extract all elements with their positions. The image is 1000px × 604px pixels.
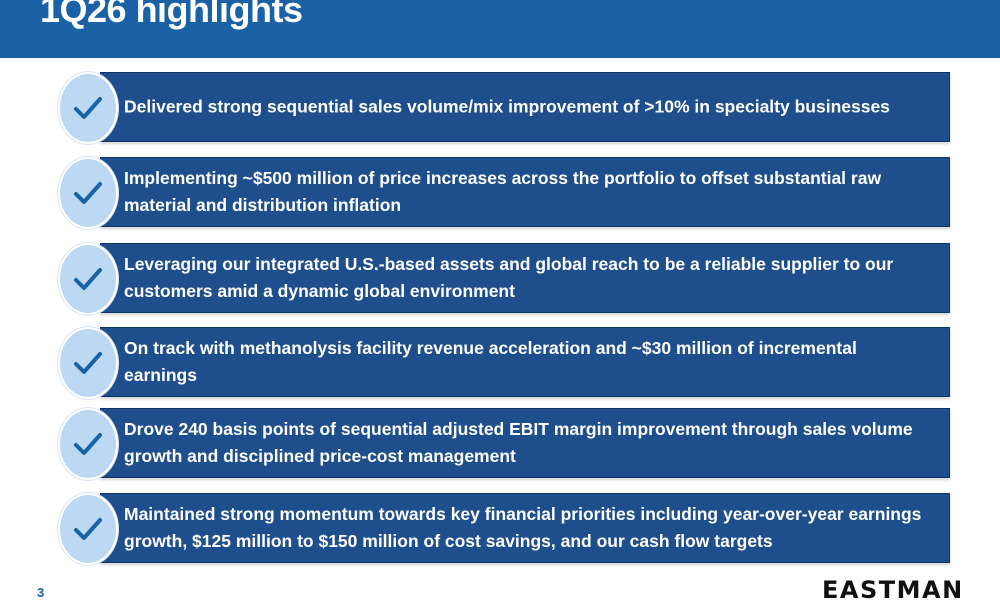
- check-circle: [58, 408, 118, 480]
- highlight-bar: On track with methanolysis facility reve…: [100, 327, 950, 397]
- check-circle: [58, 72, 118, 144]
- highlight-text: On track with methanolysis facility reve…: [124, 338, 857, 385]
- header-bar: 1Q26 highlights: [0, 0, 1000, 58]
- highlight-bar: Maintained strong momentum towards key f…: [100, 493, 950, 563]
- check-circle: [58, 243, 118, 315]
- highlight-text: Maintained strong momentum towards key f…: [124, 504, 922, 551]
- highlight-text: Delivered strong sequential sales volume…: [124, 96, 890, 117]
- highlight-item-6: Maintained strong momentum towards key f…: [58, 493, 950, 565]
- eastman-logo: EASTMAN: [822, 576, 964, 604]
- page-number: 3: [37, 585, 45, 600]
- highlight-bar: Drove 240 basis points of sequential adj…: [100, 408, 950, 478]
- checkmark-icon: [74, 433, 102, 455]
- slide-title: 1Q26 highlights: [40, 0, 303, 30]
- highlight-bar: Leveraging our integrated U.S.-based ass…: [100, 243, 950, 313]
- highlight-item-1: Delivered strong sequential sales volume…: [58, 72, 950, 144]
- highlight-text: Implementing ~$500 million of price incr…: [124, 168, 882, 215]
- check-circle: [58, 493, 118, 565]
- highlight-text: Leveraging our integrated U.S.-based ass…: [124, 254, 894, 301]
- highlight-item-5: Drove 240 basis points of sequential adj…: [58, 408, 950, 480]
- check-circle: [58, 327, 118, 399]
- highlight-item-2: Implementing ~$500 million of price incr…: [58, 157, 950, 229]
- highlight-item-3: Leveraging our integrated U.S.-based ass…: [58, 243, 950, 315]
- checkmark-icon: [74, 97, 102, 119]
- checkmark-icon: [74, 268, 102, 290]
- checkmark-icon: [74, 182, 102, 204]
- check-circle: [58, 157, 118, 229]
- highlight-bar: Implementing ~$500 million of price incr…: [100, 157, 950, 227]
- highlight-text: Drove 240 basis points of sequential adj…: [124, 419, 913, 466]
- highlight-item-4: On track with methanolysis facility reve…: [58, 327, 950, 399]
- checkmark-icon: [74, 352, 102, 374]
- highlight-bar: Delivered strong sequential sales volume…: [100, 72, 950, 142]
- checkmark-icon: [74, 518, 102, 540]
